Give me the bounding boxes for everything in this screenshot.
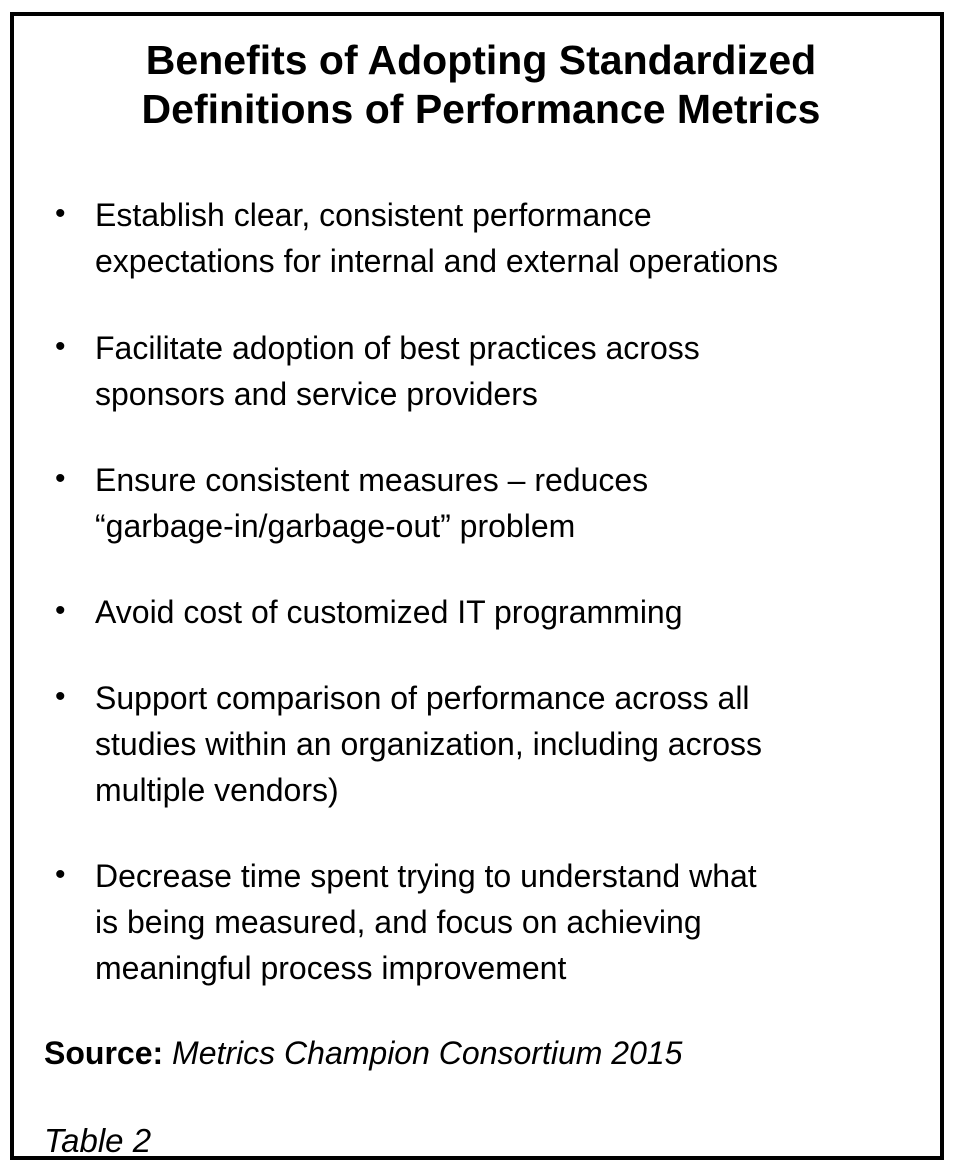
bullet-text: Establish clear, consistent performance … bbox=[95, 197, 779, 280]
bullet-item-facilitate-best-practices: • Facilitate adoption of best practices … bbox=[44, 325, 918, 417]
bullet-text: Facilitate adoption of best practices ac… bbox=[95, 329, 700, 412]
bullet-icon: • bbox=[55, 593, 66, 627]
bullet-icon: • bbox=[55, 329, 66, 363]
bullet-item-support-comparison: • Support comparison of performance acro… bbox=[44, 675, 918, 813]
source-line: Source: Metrics Champion Consortium 2015 bbox=[44, 1031, 918, 1076]
bullet-text: Decrease time spent trying to understand… bbox=[95, 858, 757, 987]
bullet-icon: • bbox=[55, 197, 66, 231]
bullet-text: Support comparison of performance across… bbox=[95, 679, 763, 809]
table-title: Benefits of Adopting Standardized Defini… bbox=[141, 37, 821, 133]
benefits-bullet-list: • Establish clear, consistent performanc… bbox=[44, 192, 918, 991]
source-citation: Metrics Champion Consortium 2015 bbox=[172, 1035, 683, 1072]
bullet-icon: • bbox=[55, 679, 66, 713]
bullet-text: Avoid cost of customized IT programming bbox=[95, 593, 683, 630]
table-2-figure-box: Benefits of Adopting Standardized Defini… bbox=[10, 12, 944, 1160]
bullet-item-decrease-time: • Decrease time spent trying to understa… bbox=[44, 853, 918, 991]
bullet-item-ensure-consistent-measures: • Ensure consistent measures – reduces “… bbox=[44, 457, 918, 549]
bullet-item-avoid-it-cost: • Avoid cost of customized IT programmin… bbox=[44, 589, 918, 635]
bullet-item-establish-expectations: • Establish clear, consistent performanc… bbox=[44, 192, 918, 284]
table-caption: Table 2 bbox=[44, 1122, 152, 1160]
bullet-icon: • bbox=[55, 858, 66, 892]
source-label: Source: bbox=[44, 1035, 164, 1072]
bullet-icon: • bbox=[55, 461, 66, 495]
bullet-text: Ensure consistent measures – reduces “ga… bbox=[95, 461, 649, 544]
